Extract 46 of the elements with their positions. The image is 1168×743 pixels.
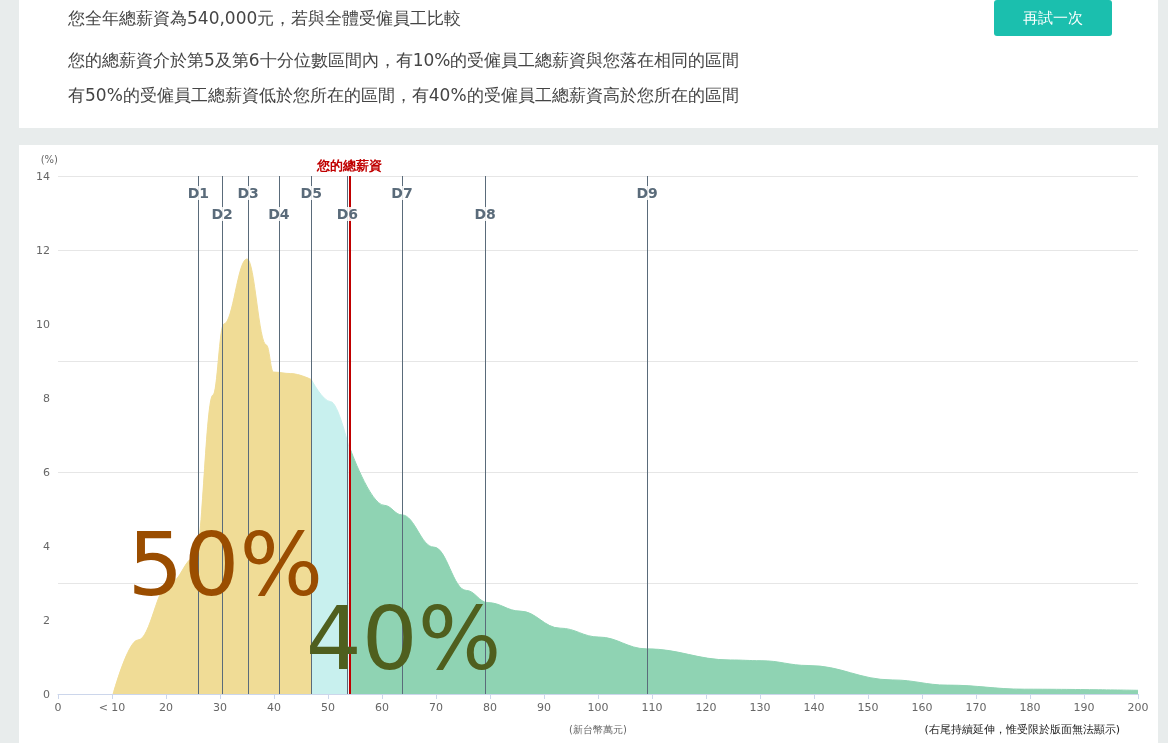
x-tick-label: 130 [749, 701, 771, 714]
x-tick-label: 100 [587, 701, 609, 714]
ref-line-label: D8 [474, 206, 496, 222]
x-tick-label: 20 [159, 701, 173, 714]
y-tick-label: 0 [43, 687, 50, 701]
x-tick-label: 0 [54, 701, 62, 714]
ref-line-label: D1 [187, 185, 210, 201]
text: (右尾持續延伸，惟受限於版面無法顯示) [924, 722, 1120, 737]
text: 再試一次 [994, 0, 1112, 36]
y-tick-label: 12 [36, 243, 50, 257]
y-axis-title: (%) [40, 153, 59, 165]
x-tick-label: 30 [213, 701, 227, 714]
x-tick-label: 190 [1073, 701, 1095, 714]
y-tick-label: 8 [43, 391, 50, 405]
ref-line-label: D9 [636, 185, 658, 201]
x-tick-label: 40 [267, 701, 281, 714]
chart-title: 您全年總薪資為540,000元，若與全體受僱員工比較 [68, 7, 462, 30]
x-tick-label: 120 [695, 701, 717, 714]
x-tick-label: 170 [965, 701, 987, 714]
ref-line-label: D5 [300, 185, 322, 201]
y-tick-label: 2 [43, 613, 50, 627]
ref-line-label: 您的總薪資 [316, 158, 383, 173]
ref-line-label: D6 [336, 206, 359, 222]
x-tick-label: 180 [1019, 701, 1041, 714]
y-tick-label: 6 [43, 465, 50, 479]
x-tick-label: 110 [641, 701, 663, 714]
ref-line-label: D7 [391, 185, 413, 201]
ref-line-label: D3 [237, 185, 259, 201]
x-tick-label: 60 [375, 701, 389, 714]
x-tick-label: < 10 [98, 701, 126, 714]
x-tick-label: 160 [911, 701, 933, 714]
x-tick-label: 80 [483, 701, 497, 714]
x-tick-label: 70 [429, 701, 443, 714]
y-tick-label: 10 [36, 317, 50, 331]
y-tick-label: 14 [36, 169, 50, 183]
chart-subtitle: 您的總薪資介於第5及第6十分位數區間內，有10%的受僱員工總薪資與您落在相同的區間 [68, 49, 740, 72]
x-tick-label: 150 [857, 701, 879, 714]
ref-line-label: D2 [211, 206, 233, 222]
x-tick-label: 90 [537, 701, 551, 714]
y-tick-label: 4 [43, 539, 50, 553]
x-tick-label: 200 [1127, 701, 1149, 714]
x-tick-label: 50 [321, 701, 335, 714]
ref-line-label: D4 [268, 206, 290, 222]
text: 有50%的受僱員工總薪資低於您所在的區間，有40%的受僱員工總薪資高於您所在的區間 [68, 84, 739, 107]
x-axis-title: (新台幣萬元) [569, 723, 627, 735]
x-tick-label: 140 [803, 701, 825, 714]
